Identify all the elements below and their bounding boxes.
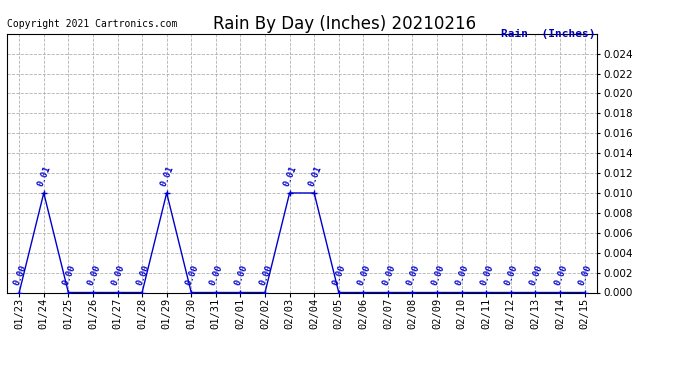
Text: 0.00: 0.00 [577,264,593,287]
Text: 0.00: 0.00 [12,264,28,287]
Text: Rain  (Inches): Rain (Inches) [501,29,595,39]
Text: 0.01: 0.01 [307,164,323,188]
Text: 0.00: 0.00 [356,264,373,287]
Text: 0.00: 0.00 [381,264,397,287]
Text: 0.01: 0.01 [159,164,176,188]
Text: 0.00: 0.00 [553,264,569,287]
Text: 0.01: 0.01 [37,164,53,188]
Text: 0.00: 0.00 [233,264,250,287]
Text: 0.00: 0.00 [430,264,446,287]
Text: 0.00: 0.00 [86,264,102,287]
Text: 0.01: 0.01 [282,164,299,188]
Text: 0.00: 0.00 [110,264,126,287]
Text: Rain By Day (Inches) 20210216: Rain By Day (Inches) 20210216 [213,15,477,33]
Text: Copyright 2021 Cartronics.com: Copyright 2021 Cartronics.com [7,19,177,28]
Text: 0.00: 0.00 [454,264,471,287]
Text: 0.00: 0.00 [257,264,274,287]
Text: 0.00: 0.00 [405,264,422,287]
Text: 0.00: 0.00 [504,264,520,287]
Text: 0.00: 0.00 [61,264,77,287]
Text: 0.00: 0.00 [331,264,348,287]
Text: 0.00: 0.00 [528,264,544,287]
Text: 0.00: 0.00 [135,264,151,287]
Text: 0.00: 0.00 [184,264,200,287]
Text: 0.00: 0.00 [208,264,225,287]
Text: 0.00: 0.00 [479,264,495,287]
